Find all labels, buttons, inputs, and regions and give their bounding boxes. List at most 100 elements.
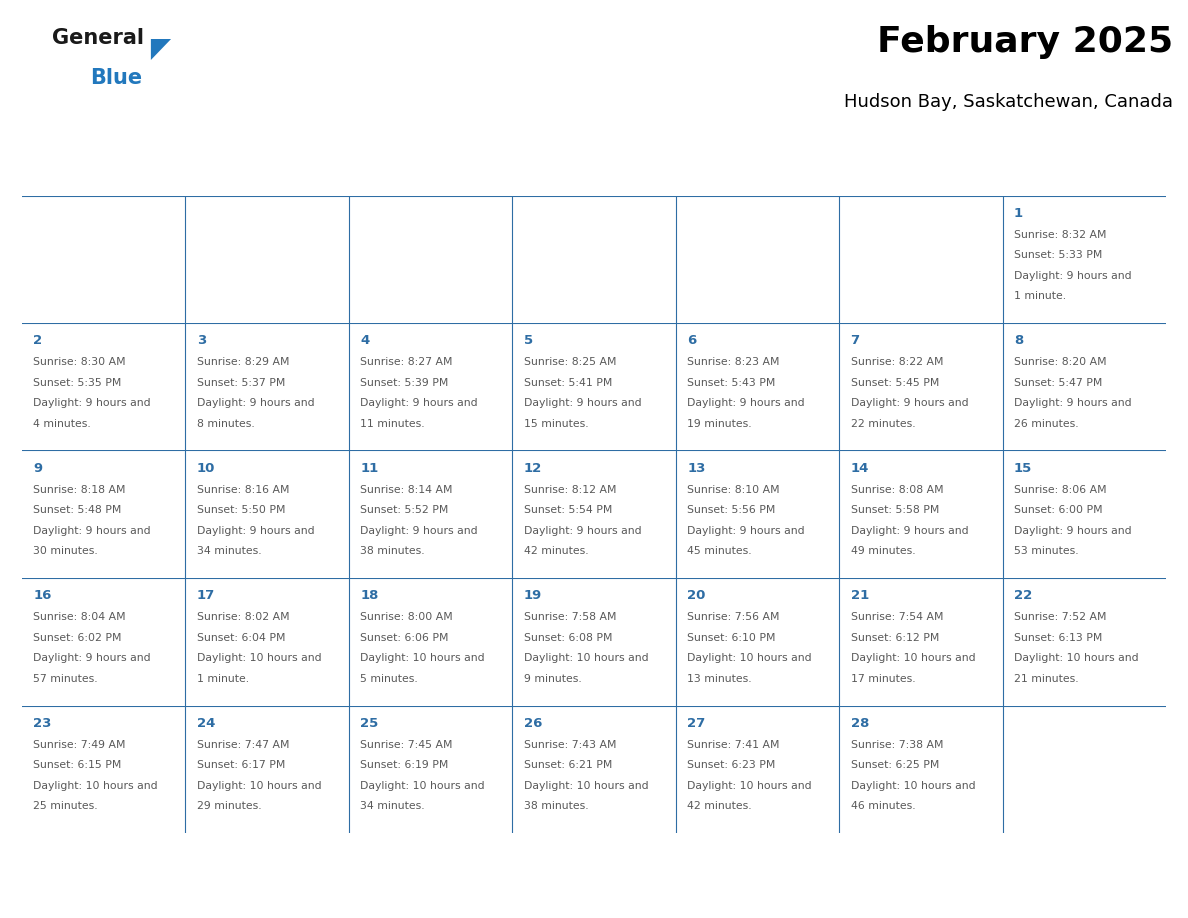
Text: 14: 14 — [851, 462, 868, 475]
Text: Daylight: 9 hours and: Daylight: 9 hours and — [1015, 271, 1132, 281]
Text: Sunrise: 7:38 AM: Sunrise: 7:38 AM — [851, 740, 943, 750]
Text: 10: 10 — [197, 462, 215, 475]
Text: 38 minutes.: 38 minutes. — [524, 801, 588, 812]
Text: Blue: Blue — [90, 68, 143, 87]
Text: Monday: Monday — [200, 168, 258, 183]
Text: 42 minutes.: 42 minutes. — [687, 801, 752, 812]
Text: Sunrise: 8:16 AM: Sunrise: 8:16 AM — [197, 485, 290, 495]
Text: Daylight: 9 hours and: Daylight: 9 hours and — [524, 526, 642, 536]
Text: Sunrise: 8:27 AM: Sunrise: 8:27 AM — [360, 357, 453, 367]
Text: Sunset: 5:52 PM: Sunset: 5:52 PM — [360, 505, 449, 515]
Text: 4 minutes.: 4 minutes. — [33, 419, 91, 429]
Text: Daylight: 9 hours and: Daylight: 9 hours and — [33, 526, 151, 536]
Text: 1 minute.: 1 minute. — [197, 674, 249, 684]
Text: Daylight: 9 hours and: Daylight: 9 hours and — [1015, 526, 1132, 536]
Text: Sunset: 6:04 PM: Sunset: 6:04 PM — [197, 633, 285, 643]
Text: Sunrise: 8:14 AM: Sunrise: 8:14 AM — [360, 485, 453, 495]
Text: 26: 26 — [524, 717, 542, 730]
Text: Sunset: 6:19 PM: Sunset: 6:19 PM — [360, 760, 449, 770]
Text: Sunset: 6:12 PM: Sunset: 6:12 PM — [851, 633, 939, 643]
Text: Daylight: 9 hours and: Daylight: 9 hours and — [524, 398, 642, 409]
Text: Sunrise: 8:08 AM: Sunrise: 8:08 AM — [851, 485, 943, 495]
Text: 9 minutes.: 9 minutes. — [524, 674, 581, 684]
Text: Sunrise: 8:20 AM: Sunrise: 8:20 AM — [1015, 357, 1107, 367]
Text: General: General — [52, 28, 144, 48]
Text: Sunrise: 8:23 AM: Sunrise: 8:23 AM — [687, 357, 779, 367]
Text: Sunrise: 8:29 AM: Sunrise: 8:29 AM — [197, 357, 290, 367]
Text: Sunset: 5:33 PM: Sunset: 5:33 PM — [1015, 251, 1102, 261]
Text: Sunset: 6:00 PM: Sunset: 6:00 PM — [1015, 505, 1102, 515]
Text: 18: 18 — [360, 589, 379, 602]
Text: Daylight: 9 hours and: Daylight: 9 hours and — [687, 526, 804, 536]
Text: Daylight: 10 hours and: Daylight: 10 hours and — [360, 780, 485, 790]
Text: Daylight: 10 hours and: Daylight: 10 hours and — [1015, 654, 1138, 663]
Text: 57 minutes.: 57 minutes. — [33, 674, 99, 684]
Text: 19 minutes.: 19 minutes. — [687, 419, 752, 429]
Text: Sunset: 6:10 PM: Sunset: 6:10 PM — [687, 633, 776, 643]
Text: 21 minutes.: 21 minutes. — [1015, 674, 1079, 684]
Text: 17: 17 — [197, 589, 215, 602]
Text: Sunrise: 7:56 AM: Sunrise: 7:56 AM — [687, 612, 779, 622]
Text: 5 minutes.: 5 minutes. — [360, 674, 418, 684]
Text: Daylight: 10 hours and: Daylight: 10 hours and — [360, 654, 485, 663]
Text: 1 minute.: 1 minute. — [1015, 291, 1066, 301]
Text: 1: 1 — [1015, 207, 1023, 220]
Text: Daylight: 10 hours and: Daylight: 10 hours and — [851, 780, 975, 790]
Text: 7: 7 — [851, 334, 860, 348]
Text: Sunset: 5:48 PM: Sunset: 5:48 PM — [33, 505, 122, 515]
Text: Sunset: 6:15 PM: Sunset: 6:15 PM — [33, 760, 122, 770]
Text: Daylight: 10 hours and: Daylight: 10 hours and — [524, 654, 649, 663]
Polygon shape — [151, 39, 171, 60]
Text: Sunset: 5:47 PM: Sunset: 5:47 PM — [1015, 378, 1102, 387]
Text: Sunset: 5:54 PM: Sunset: 5:54 PM — [524, 505, 612, 515]
Text: Sunrise: 7:54 AM: Sunrise: 7:54 AM — [851, 612, 943, 622]
Text: 8 minutes.: 8 minutes. — [197, 419, 254, 429]
Text: Sunset: 5:45 PM: Sunset: 5:45 PM — [851, 378, 939, 387]
Text: Sunset: 6:06 PM: Sunset: 6:06 PM — [360, 633, 449, 643]
Text: Wednesday: Wednesday — [527, 168, 612, 183]
Text: Sunset: 5:35 PM: Sunset: 5:35 PM — [33, 378, 122, 387]
Text: 46 minutes.: 46 minutes. — [851, 801, 915, 812]
Text: Sunrise: 8:25 AM: Sunrise: 8:25 AM — [524, 357, 617, 367]
Text: Sunset: 5:56 PM: Sunset: 5:56 PM — [687, 505, 776, 515]
Text: Daylight: 10 hours and: Daylight: 10 hours and — [687, 780, 811, 790]
Text: Sunset: 5:43 PM: Sunset: 5:43 PM — [687, 378, 776, 387]
Text: 15 minutes.: 15 minutes. — [524, 419, 588, 429]
Text: Sunrise: 8:32 AM: Sunrise: 8:32 AM — [1015, 230, 1106, 240]
Text: 26 minutes.: 26 minutes. — [1015, 419, 1079, 429]
Text: Sunrise: 7:52 AM: Sunrise: 7:52 AM — [1015, 612, 1106, 622]
Text: 42 minutes.: 42 minutes. — [524, 546, 588, 556]
Text: Sunset: 6:23 PM: Sunset: 6:23 PM — [687, 760, 776, 770]
Text: Daylight: 10 hours and: Daylight: 10 hours and — [197, 780, 322, 790]
Text: 3: 3 — [197, 334, 207, 348]
Text: Daylight: 10 hours and: Daylight: 10 hours and — [851, 654, 975, 663]
Text: Daylight: 10 hours and: Daylight: 10 hours and — [524, 780, 649, 790]
Text: Daylight: 9 hours and: Daylight: 9 hours and — [851, 526, 968, 536]
Text: 38 minutes.: 38 minutes. — [360, 546, 425, 556]
Text: 11 minutes.: 11 minutes. — [360, 419, 425, 429]
Text: 49 minutes.: 49 minutes. — [851, 546, 915, 556]
Text: 28: 28 — [851, 717, 868, 730]
Text: Sunset: 6:17 PM: Sunset: 6:17 PM — [197, 760, 285, 770]
Text: 13 minutes.: 13 minutes. — [687, 674, 752, 684]
Text: Sunrise: 8:02 AM: Sunrise: 8:02 AM — [197, 612, 290, 622]
Text: Sunday: Sunday — [37, 168, 91, 183]
Text: Sunset: 6:02 PM: Sunset: 6:02 PM — [33, 633, 122, 643]
Text: Sunrise: 7:43 AM: Sunrise: 7:43 AM — [524, 740, 617, 750]
Text: Sunrise: 7:45 AM: Sunrise: 7:45 AM — [360, 740, 453, 750]
Text: Sunrise: 7:41 AM: Sunrise: 7:41 AM — [687, 740, 779, 750]
Text: Daylight: 10 hours and: Daylight: 10 hours and — [197, 654, 322, 663]
Text: Daylight: 10 hours and: Daylight: 10 hours and — [33, 780, 158, 790]
Text: Sunset: 5:50 PM: Sunset: 5:50 PM — [197, 505, 285, 515]
Text: 45 minutes.: 45 minutes. — [687, 546, 752, 556]
Text: Friday: Friday — [854, 168, 898, 183]
Text: Sunset: 6:13 PM: Sunset: 6:13 PM — [1015, 633, 1102, 643]
Text: 2: 2 — [33, 334, 43, 348]
Text: Daylight: 9 hours and: Daylight: 9 hours and — [33, 654, 151, 663]
Text: 20: 20 — [687, 589, 706, 602]
Text: 29 minutes.: 29 minutes. — [197, 801, 261, 812]
Text: Sunset: 5:39 PM: Sunset: 5:39 PM — [360, 378, 449, 387]
Text: 21: 21 — [851, 589, 868, 602]
Text: 34 minutes.: 34 minutes. — [197, 546, 261, 556]
Text: Sunrise: 7:49 AM: Sunrise: 7:49 AM — [33, 740, 126, 750]
